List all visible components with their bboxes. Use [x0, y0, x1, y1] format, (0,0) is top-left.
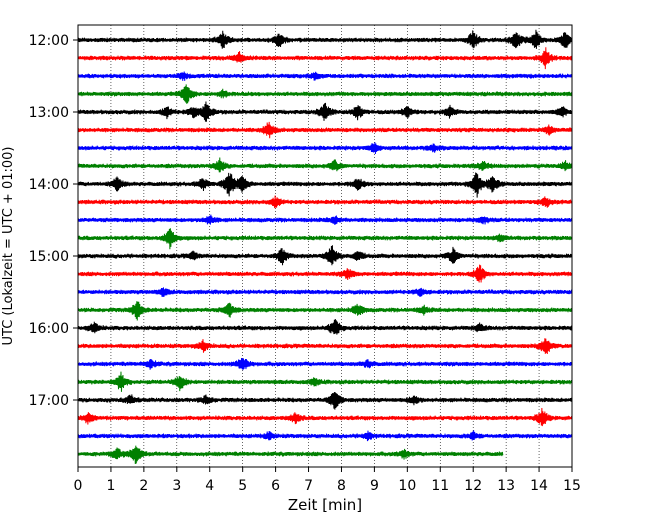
x-tick-label: 5: [238, 478, 247, 494]
x-tick-label: 15: [563, 478, 581, 494]
trace-line-1400: [77, 172, 573, 198]
y-tick-label: 13:00: [29, 105, 69, 121]
y-axis-ticks: 12:00 13:00 14:00 15:00 16:00 17:00: [29, 33, 78, 409]
y-tick-label: 12:00: [29, 33, 69, 49]
trace-line-1430: [77, 214, 573, 225]
trace-line-1215: [77, 47, 573, 70]
x-tick-label: 11: [431, 478, 449, 494]
trace-line-1700: [77, 392, 573, 410]
x-tick-label: 10: [398, 478, 416, 494]
trace-line-1230: [77, 71, 573, 81]
trace-line-1530: [77, 287, 573, 297]
trace-line-1315: [77, 121, 573, 139]
x-axis-ticks: 0 1 2 3 4 5 6 7 8 9 10 11 12 13 14 15: [74, 467, 581, 494]
trace-line-1515: [77, 264, 573, 283]
x-tick-label: 4: [205, 478, 214, 494]
y-axis-label: UTC (Lokalzeit = UTC + 01:00): [1, 147, 16, 346]
trace-line-1600: [77, 319, 573, 335]
x-tick-label: 2: [139, 478, 148, 494]
x-tick-label: 6: [271, 478, 280, 494]
x-tick-label: 9: [370, 478, 379, 494]
trace-line-1330: [77, 142, 573, 154]
y-tick-label: 17:00: [29, 393, 69, 409]
trace-line-1745: [77, 445, 504, 464]
x-tick-label: 7: [304, 478, 313, 494]
trace-line-1630: [77, 358, 573, 371]
trace-line-1730: [77, 430, 573, 442]
trace-line-1645: [77, 371, 573, 392]
x-axis-label: Zeit [min]: [288, 496, 362, 514]
trace-line-1715: [77, 408, 573, 427]
trace-line-1500: [77, 245, 573, 266]
x-tick-label: 12: [464, 478, 482, 494]
x-tick-label: 0: [74, 478, 83, 494]
trace-line-1445: [77, 228, 573, 250]
x-tick-label: 3: [172, 478, 181, 494]
trace-line-1345: [77, 157, 573, 173]
y-tick-label: 16:00: [29, 321, 69, 337]
plot-frame: [77, 24, 573, 468]
trace-line-1615: [77, 338, 573, 355]
trace-line-1300: [77, 101, 573, 122]
trace-lines: [77, 29, 573, 464]
x-tick-label: 13: [497, 478, 515, 494]
x-tick-label: 8: [337, 478, 346, 494]
trace-line-1200: [77, 29, 573, 49]
y-tick-label: 14:00: [29, 177, 69, 193]
x-tick-label: 14: [530, 478, 548, 494]
trace-line-1545: [77, 301, 573, 321]
trace-line-1415: [77, 195, 573, 209]
y-tick-label: 15:00: [29, 249, 69, 265]
x-tick-label: 1: [106, 478, 115, 494]
trace-line-1245: [77, 84, 573, 104]
